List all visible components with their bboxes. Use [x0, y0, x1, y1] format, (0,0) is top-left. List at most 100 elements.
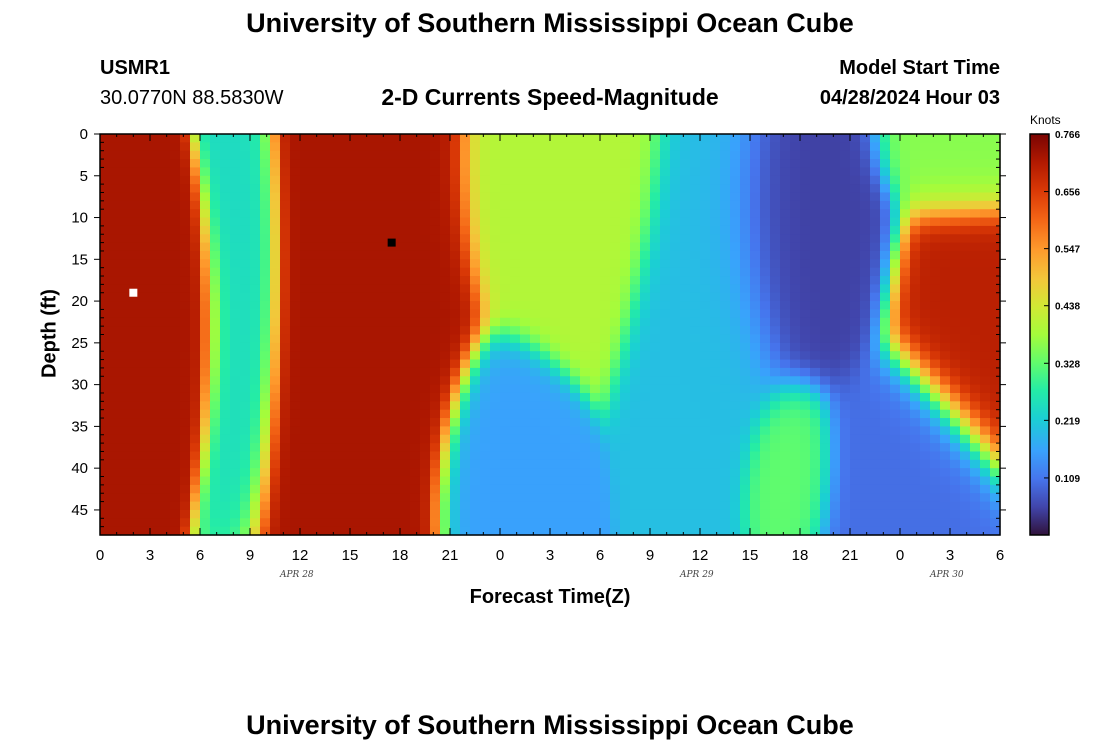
heatmap-cell — [620, 234, 631, 244]
heatmap-cell — [190, 192, 201, 202]
heatmap-cell — [250, 284, 261, 294]
heatmap-cell — [340, 501, 351, 511]
heatmap-cell — [380, 150, 391, 160]
x-axis-title: Forecast Time(Z) — [469, 586, 631, 608]
heatmap-cell — [540, 292, 551, 302]
heatmap-cell — [190, 326, 201, 336]
heatmap-cell — [380, 184, 391, 194]
heatmap-cell — [580, 326, 591, 336]
heatmap-cell — [480, 234, 491, 244]
heatmap-cell — [390, 443, 401, 453]
heatmap-cell — [150, 301, 161, 311]
heatmap-cell — [740, 159, 751, 169]
heatmap-cell — [210, 317, 221, 327]
heatmap-cell — [270, 484, 281, 494]
heatmap-cell — [450, 376, 461, 386]
heatmap-cell — [130, 359, 141, 369]
model-start-value: 04/28/2024 Hour 03 — [819, 87, 1000, 109]
heatmap-cell — [520, 351, 531, 361]
heatmap-cell — [110, 259, 121, 269]
heatmap-cell — [550, 367, 561, 377]
heatmap-cell — [480, 484, 491, 494]
heatmap-cell — [700, 484, 711, 494]
heatmap-cell — [870, 392, 881, 402]
heatmap-cell — [980, 134, 991, 143]
heatmap-cell — [840, 434, 851, 444]
heatmap-cell — [740, 301, 751, 311]
heatmap-cell — [850, 376, 861, 386]
heatmap-cell — [610, 526, 621, 536]
y-tick-label: 30 — [71, 377, 88, 394]
heatmap-cell — [650, 267, 661, 277]
heatmap-cell — [160, 134, 171, 143]
heatmap-cell — [450, 250, 461, 260]
heatmap-cell — [200, 376, 211, 386]
heatmap-cell — [110, 451, 121, 461]
heatmap-cell — [790, 401, 801, 411]
heatmap-cell — [790, 392, 801, 402]
heatmap-cell — [840, 443, 851, 453]
heatmap-cell — [490, 209, 501, 219]
heatmap-cell — [990, 342, 1001, 352]
heatmap-cell — [910, 284, 921, 294]
heatmap-cell — [850, 150, 861, 160]
heatmap-cell — [850, 142, 861, 152]
heatmap-cell — [320, 409, 331, 419]
heatmap-cell — [870, 401, 881, 411]
heatmap-cell — [120, 476, 131, 486]
heatmap-cell — [740, 167, 751, 177]
heatmap-cell — [710, 167, 721, 177]
heatmap-cell — [440, 384, 451, 394]
heatmap-cell — [870, 267, 881, 277]
heatmap-cell — [920, 309, 931, 319]
heatmap-cell — [380, 509, 391, 519]
heatmap-cell — [330, 159, 341, 169]
heatmap-cell — [460, 259, 471, 269]
heatmap-cell — [760, 192, 771, 202]
heatmap-cell — [970, 476, 981, 486]
heatmap-cell — [400, 250, 411, 260]
heatmap-cell — [120, 301, 131, 311]
heatmap-cell — [520, 418, 531, 427]
heatmap-cell — [780, 175, 791, 185]
heatmap-cell — [910, 217, 921, 227]
heatmap-cell — [430, 167, 441, 177]
heatmap-cell — [680, 267, 691, 277]
heatmap-cell — [990, 267, 1001, 277]
heatmap-cell — [470, 200, 481, 210]
heatmap-cell — [770, 242, 781, 252]
heatmap-cell — [670, 217, 681, 227]
heatmap-cell — [140, 384, 151, 394]
heatmap-cell — [360, 418, 371, 427]
heatmap-cell — [440, 301, 451, 311]
heatmap-cell — [930, 518, 941, 528]
heatmap-cell — [590, 359, 601, 369]
heatmap-cell — [530, 443, 541, 453]
heatmap-cell — [270, 418, 281, 427]
heatmap-cell — [330, 476, 341, 486]
heatmap-cell — [350, 476, 361, 486]
heatmap-cell — [490, 167, 501, 177]
heatmap-cell — [790, 426, 801, 436]
heatmap-cell — [760, 401, 771, 411]
heatmap-cell — [800, 217, 811, 227]
heatmap-cell — [780, 142, 791, 152]
heatmap-cell — [120, 501, 131, 511]
heatmap-cell — [150, 326, 161, 336]
heatmap-cell — [520, 493, 531, 503]
heatmap-cell — [550, 234, 561, 244]
heatmap-cell — [420, 284, 431, 294]
heatmap-cell — [100, 175, 111, 185]
heatmap-cell — [730, 401, 741, 411]
heatmap-cell — [130, 484, 141, 494]
heatmap-cell — [710, 418, 721, 427]
heatmap-cell — [110, 392, 121, 402]
heatmap-cell — [530, 493, 541, 503]
heatmap-cell — [250, 142, 261, 152]
heatmap-cell — [280, 426, 291, 436]
heatmap-cell — [140, 267, 151, 277]
heatmap-cell — [740, 493, 751, 503]
heatmap-cell — [740, 367, 751, 377]
heatmap-cell — [590, 326, 601, 336]
heatmap-cell — [280, 234, 291, 244]
